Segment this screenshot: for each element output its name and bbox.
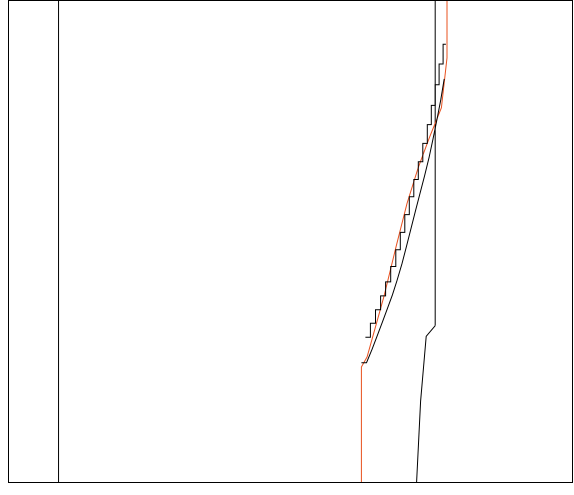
series-4-line bbox=[365, 43, 446, 338]
series-2-line bbox=[416, 325, 436, 483]
reference-lines bbox=[58, 1, 436, 482]
series-3-line bbox=[361, 78, 445, 364]
series-group bbox=[360, 1, 448, 483]
plot-frame bbox=[8, 0, 573, 483]
series-1-line bbox=[360, 1, 448, 482]
